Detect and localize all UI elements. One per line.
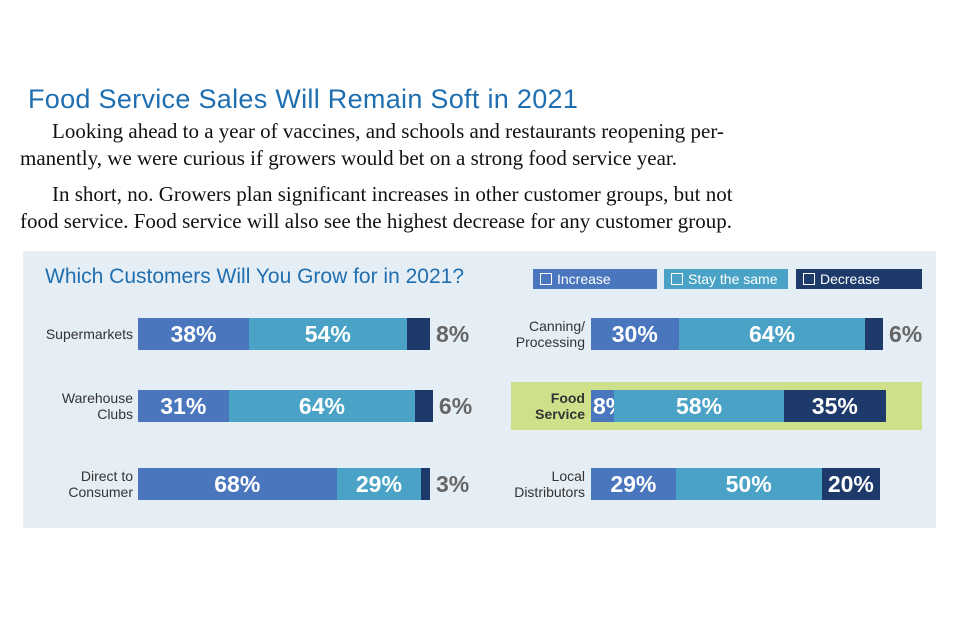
data-label-stay-the-same-food-service: 58%	[676, 393, 723, 419]
chart-title: Which Customers Will You Grow for in 202…	[45, 265, 465, 288]
data-label-decrease-food-service: 35%	[811, 393, 858, 419]
bar-segment-stay-the-same-direct-to-consumer	[336, 468, 422, 500]
article-paragraph-2: In short, no. Growers plan significant i…	[20, 181, 940, 235]
bar-segment-stay-the-same-food-service	[614, 390, 784, 422]
category-label-warehouse-clubs: Warehouse Clubs	[61, 390, 133, 422]
bar-segment-increase-local-distributors	[591, 468, 676, 500]
category-label-local-distributors: Local Distributors	[514, 468, 585, 500]
bar-segment-stay-the-same-warehouse-clubs	[228, 390, 416, 422]
data-label-decrease-local-distributors: 20%	[827, 471, 874, 497]
chart-panel: Which Customers Will You Grow for in 202…	[23, 251, 936, 528]
paragraph-line: manently, we were curious if growers wou…	[20, 146, 678, 170]
bar-segment-increase-direct-to-consumer	[138, 468, 337, 500]
data-label-increase-warehouse-clubs: 31%	[160, 393, 207, 419]
category-label-food-service: Food Service	[535, 390, 585, 422]
legend-label: Increase	[557, 271, 611, 287]
bar-segment-increase-food-service	[591, 390, 615, 422]
bar-segment-decrease-supermarkets	[406, 318, 430, 350]
data-label-increase-supermarkets: 38%	[170, 321, 217, 347]
category-label-direct-to-consumer: Direct to Consumer	[68, 468, 133, 500]
data-label-stay-the-same-canning-processing: 64%	[749, 321, 796, 347]
bar-segment-increase-canning-processing	[591, 318, 679, 350]
data-label-increase-local-distributors: 29%	[610, 471, 657, 497]
data-label-stay-the-same-supermarkets: 54%	[304, 321, 351, 347]
bar-segment-decrease-food-service	[783, 390, 886, 422]
category-label-canning-processing: Canning/ Processing	[515, 318, 585, 350]
article-headline: Food Service Sales Will Remain Soft in 2…	[28, 84, 579, 114]
data-label-increase-canning-processing: 30%	[611, 321, 658, 347]
paragraph-line: Looking ahead to a year of vaccines, and…	[52, 119, 724, 143]
bar-segment-increase-supermarkets	[138, 318, 249, 350]
category-label-supermarkets: Supermarkets	[45, 326, 133, 342]
data-label-stay-the-same-direct-to-consumer: 29%	[355, 471, 402, 497]
bar-segment-decrease-warehouse-clubs	[415, 390, 433, 422]
bar-segment-stay-the-same-canning-processing	[678, 318, 866, 350]
legend-label: Decrease	[820, 271, 880, 287]
legend-swatch-icon	[803, 273, 815, 285]
legend-item-decrease: Decrease	[796, 269, 922, 289]
bar-segment-increase-warehouse-clubs	[138, 390, 229, 422]
data-label-decrease-canning-processing: 6%	[889, 321, 923, 347]
data-label-stay-the-same-local-distributors: 50%	[725, 471, 772, 497]
article-paragraph-1: Looking ahead to a year of vaccines, and…	[20, 118, 940, 172]
legend-label: Stay the same	[688, 271, 778, 287]
paragraph-line: In short, no. Growers plan significant i…	[52, 182, 733, 206]
data-label-decrease-supermarkets: 8%	[436, 321, 470, 347]
paragraph-line: food service. Food service will also see…	[20, 209, 733, 233]
legend-swatch-icon	[671, 273, 683, 285]
data-label-decrease-direct-to-consumer: 3%	[436, 471, 470, 497]
bar-segment-decrease-direct-to-consumer	[421, 468, 430, 500]
legend-swatch-icon	[540, 273, 552, 285]
data-label-decrease-warehouse-clubs: 6%	[438, 393, 473, 419]
bar-segment-decrease-canning-processing	[865, 318, 883, 350]
legend-item-stay-the-same: Stay the same	[664, 269, 788, 289]
bar-segment-stay-the-same-local-distributors	[675, 468, 822, 500]
bar-segment-decrease-local-distributors	[821, 468, 881, 500]
data-label-increase-direct-to-consumer: 68%	[214, 471, 261, 497]
data-label-stay-the-same-warehouse-clubs: 64%	[298, 393, 345, 419]
legend-item-increase: Increase	[533, 269, 657, 289]
bar-segment-stay-the-same-supermarkets	[248, 318, 407, 350]
